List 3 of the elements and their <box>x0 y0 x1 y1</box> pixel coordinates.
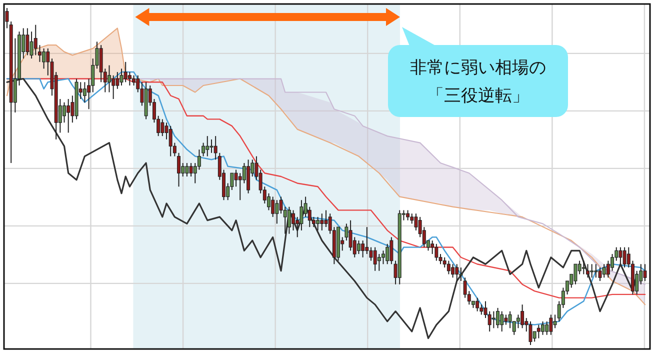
annotation: 非常に弱い相場の <box>410 58 546 77</box>
callout: 非常に弱い相場の 「三役逆転」 <box>388 27 568 117</box>
annotation: 「三役逆転」 <box>427 86 529 105</box>
